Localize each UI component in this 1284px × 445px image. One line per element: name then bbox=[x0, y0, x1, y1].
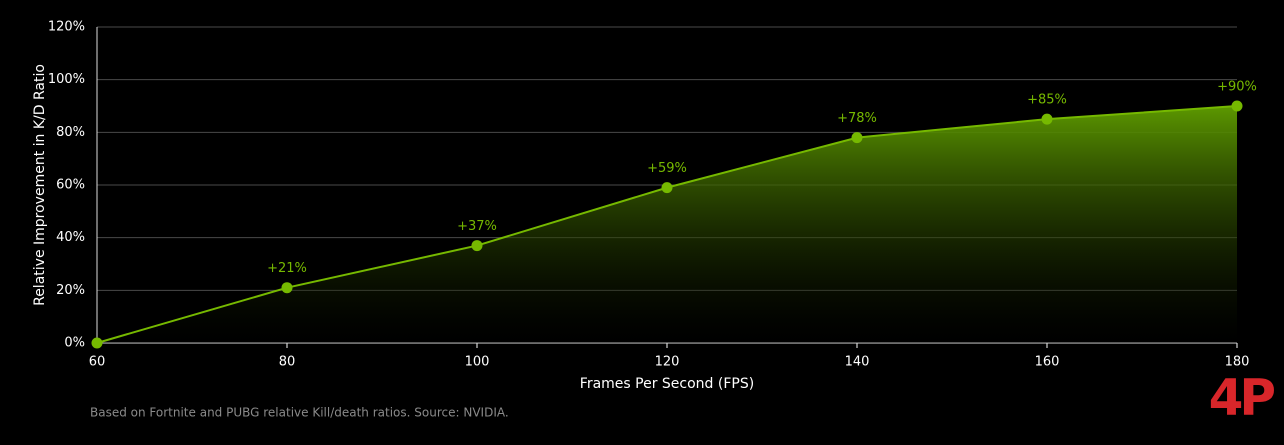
y-tick-label: 0% bbox=[64, 336, 85, 351]
point bbox=[661, 182, 673, 194]
x-tick-label: 160 bbox=[1035, 355, 1060, 370]
data-label: +78% bbox=[837, 111, 877, 126]
x-tick-label: 140 bbox=[845, 355, 870, 370]
y-axis-title: Relative Improvement in K/D Ratio bbox=[32, 64, 48, 306]
point bbox=[1041, 113, 1053, 125]
point bbox=[471, 240, 483, 252]
y-tick-label: 120% bbox=[48, 20, 85, 35]
y-tick-label: 100% bbox=[48, 72, 85, 87]
x-tick-label: 60 bbox=[89, 355, 106, 370]
data-label: +21% bbox=[267, 261, 307, 276]
point bbox=[1231, 100, 1243, 112]
data-label: +85% bbox=[1027, 93, 1067, 108]
x-tick-label: 120 bbox=[655, 355, 680, 370]
x-tick-label: 180 bbox=[1225, 355, 1250, 370]
data-label: +37% bbox=[457, 219, 497, 234]
y-tick-label: 40% bbox=[56, 230, 85, 245]
data-label: +59% bbox=[647, 161, 687, 176]
y-tick-label: 60% bbox=[56, 178, 85, 193]
data-label: +90% bbox=[1217, 80, 1257, 95]
point bbox=[91, 337, 103, 349]
area bbox=[97, 106, 1237, 343]
point bbox=[281, 282, 293, 294]
point bbox=[851, 132, 863, 144]
footnote: Based on Fortnite and PUBG relative Kill… bbox=[90, 406, 509, 420]
x-tick-label: 100 bbox=[465, 355, 490, 370]
x-axis-title: Frames Per Second (FPS) bbox=[580, 376, 754, 392]
x-tick-label: 80 bbox=[279, 355, 296, 370]
y-tick-label: 20% bbox=[56, 283, 85, 298]
logo: 4P bbox=[1209, 369, 1275, 427]
y-tick-label: 80% bbox=[56, 125, 85, 140]
